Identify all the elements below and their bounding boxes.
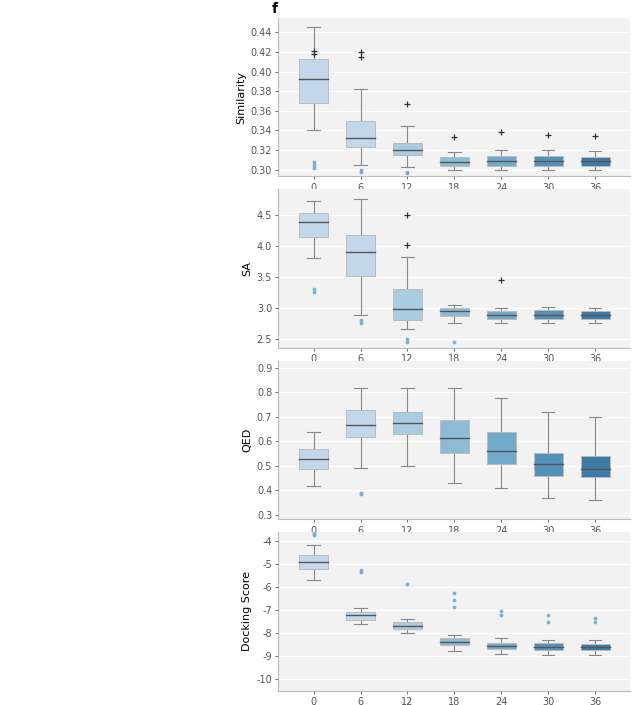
FancyBboxPatch shape	[346, 235, 375, 276]
FancyBboxPatch shape	[440, 639, 469, 645]
FancyBboxPatch shape	[299, 213, 328, 237]
FancyBboxPatch shape	[393, 289, 422, 320]
X-axis label: Epoch: Epoch	[437, 540, 472, 550]
FancyBboxPatch shape	[534, 156, 563, 166]
Y-axis label: Docking Score: Docking Score	[242, 572, 252, 651]
FancyBboxPatch shape	[299, 449, 328, 469]
FancyBboxPatch shape	[299, 59, 328, 103]
FancyBboxPatch shape	[487, 156, 516, 166]
X-axis label: Epoch: Epoch	[437, 197, 472, 207]
Y-axis label: Similarity: Similarity	[237, 70, 246, 123]
FancyBboxPatch shape	[346, 410, 375, 437]
Text: f: f	[272, 2, 278, 16]
FancyBboxPatch shape	[487, 312, 516, 319]
FancyBboxPatch shape	[534, 310, 563, 319]
FancyBboxPatch shape	[440, 157, 469, 166]
FancyBboxPatch shape	[487, 432, 516, 464]
FancyBboxPatch shape	[440, 308, 469, 316]
FancyBboxPatch shape	[299, 555, 328, 570]
FancyBboxPatch shape	[580, 311, 610, 319]
FancyBboxPatch shape	[487, 642, 516, 649]
FancyBboxPatch shape	[346, 121, 375, 147]
X-axis label: Epoch: Epoch	[437, 368, 472, 379]
Y-axis label: QED: QED	[243, 428, 253, 452]
FancyBboxPatch shape	[534, 644, 563, 650]
FancyBboxPatch shape	[580, 157, 610, 166]
Y-axis label: SA: SA	[243, 261, 253, 276]
FancyBboxPatch shape	[440, 419, 469, 453]
FancyBboxPatch shape	[393, 412, 422, 434]
FancyBboxPatch shape	[393, 143, 422, 155]
FancyBboxPatch shape	[534, 453, 563, 476]
FancyBboxPatch shape	[346, 612, 375, 620]
FancyBboxPatch shape	[393, 623, 422, 629]
FancyBboxPatch shape	[580, 456, 610, 477]
FancyBboxPatch shape	[580, 644, 610, 651]
